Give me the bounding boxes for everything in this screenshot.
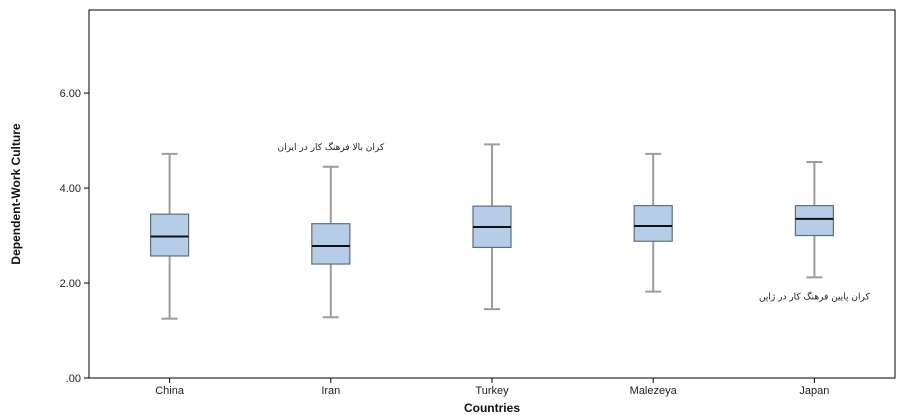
y-axis-title: Dependent-Work Culture xyxy=(9,123,23,264)
x-tick-label: Turkey xyxy=(475,385,509,397)
y-tick-label: 4.00 xyxy=(60,183,81,195)
annotation-label: کران بالا فرهنگ کار در ایران xyxy=(277,141,384,153)
y-tick-label: .00 xyxy=(66,373,81,385)
x-axis-title: Countries xyxy=(464,401,520,415)
box-china xyxy=(150,213,190,257)
x-tick-label: Japan xyxy=(799,385,829,397)
x-tick-label: Iran xyxy=(321,385,340,397)
box-japan xyxy=(794,205,835,237)
box-malezeya xyxy=(633,205,673,242)
box-iran xyxy=(311,223,351,265)
x-tick-label: China xyxy=(155,385,185,397)
x-tick-label: Malezeya xyxy=(630,385,678,397)
annotation-label: کران پایین فرهنگ کار در ژاپن xyxy=(759,291,870,303)
y-tick-label: 6.00 xyxy=(60,88,81,100)
y-tick-label: 2.00 xyxy=(60,278,81,290)
